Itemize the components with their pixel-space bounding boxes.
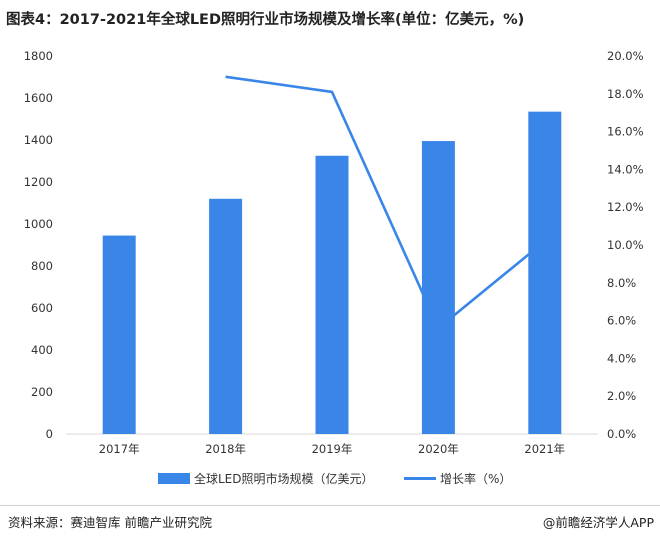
growth-rate-line [225,75,546,331]
x-tick-label: 2019年 [312,442,353,456]
left-tick-label: 1000 [24,217,53,231]
legend-bar-label: 全球LED照明市场规模（亿美元） [194,472,374,486]
left-tick-label: 800 [31,259,53,273]
legend-item-bar: 全球LED照明市场规模（亿美元） [158,470,374,487]
legend-bar-swatch [158,473,190,484]
left-tick-label: 1400 [24,133,53,147]
left-tick-label: 1600 [24,91,53,105]
credit-text: @前瞻经济学人APP [542,515,654,530]
left-axis-labels: 0 200 400 600 800 1000 1200 1400 1600 1800 [24,49,53,441]
right-tick-label: 10.0% [607,238,644,252]
right-axis-labels: 0.0% 2.0% 4.0% 6.0% 8.0% 10.0% 12.0% 14.0% 16.0%… [607,49,644,441]
left-tick-label: 200 [31,385,53,399]
right-tick-label: 20.0% [607,49,644,63]
chart: 2017年 2018年 2019年 2020年 2021年 0 200 400 600 800 1… [24,49,644,456]
left-tick-label: 1800 [24,49,53,63]
left-tick-label: 400 [31,343,53,357]
right-tick-label: 4.0% [607,351,636,365]
line-series [225,75,546,331]
left-tick-label: 0 [46,427,53,441]
bar-0 [102,235,136,434]
bar-4 [528,111,562,435]
legend: 全球LED照明市场规模（亿美元） 增长率（%） [0,470,660,490]
x-tick-label: 2020年 [418,442,459,456]
x-tick-label: 2018年 [205,442,246,456]
right-tick-label: 0.0% [607,427,636,441]
legend-item-line: 增长率（%） [404,470,511,487]
right-tick-label: 6.0% [607,314,636,328]
right-tick-label: 12.0% [607,200,644,214]
right-tick-label: 8.0% [607,276,636,290]
x-tick-label: 2017年 [99,442,140,456]
legend-line-swatch [404,477,436,480]
legend-line-label: 增长率（%） [440,472,512,486]
x-tick-label: 2021年 [524,442,565,456]
source-text: 资料来源：赛迪智库 前瞻产业研究院 [8,515,212,530]
bar-2 [315,155,349,434]
x-axis-labels: 2017年 2018年 2019年 2020年 2021年 [99,442,565,456]
left-tick-label: 1200 [24,175,53,189]
chart-title: 图表4：2017-2021年全球LED照明行业市场规模及增长率(单位：亿美元，%… [6,12,525,28]
bar-1 [209,198,243,434]
left-tick-label: 600 [31,301,53,315]
bar-3 [421,141,455,435]
right-tick-label: 2.0% [607,389,636,403]
right-tick-label: 18.0% [607,87,644,101]
bar-series [102,111,562,435]
footer-divider [0,505,660,506]
right-tick-label: 14.0% [607,162,644,176]
right-tick-label: 16.0% [607,125,644,139]
